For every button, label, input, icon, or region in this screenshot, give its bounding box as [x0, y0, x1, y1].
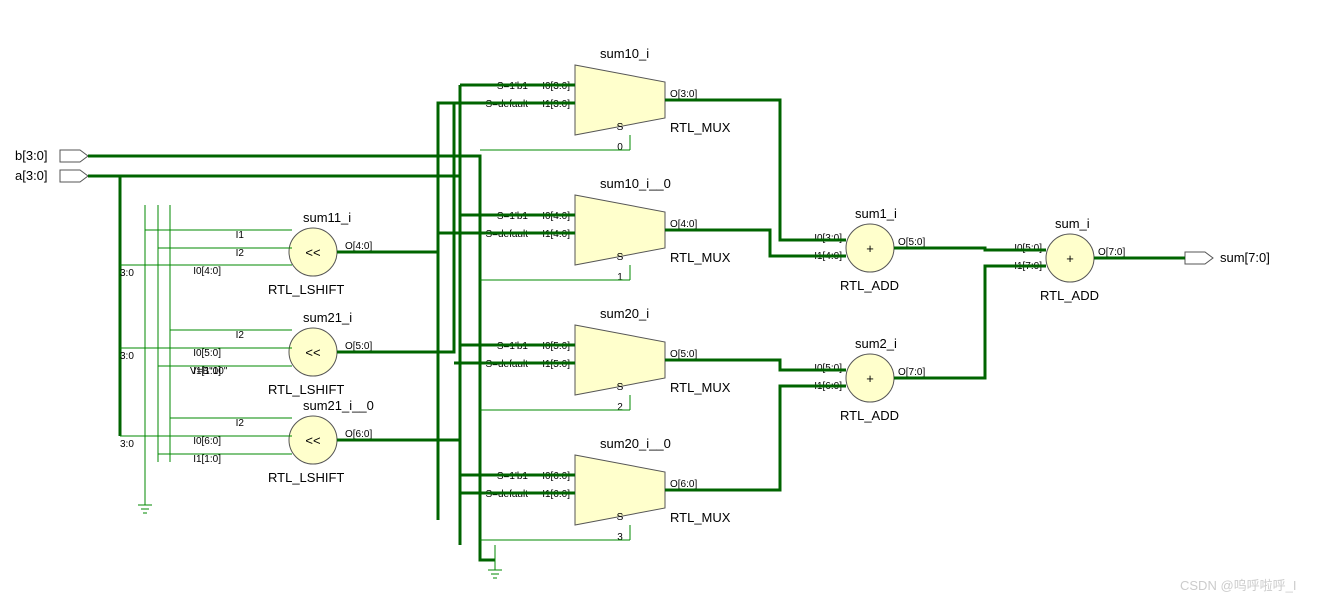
- svg-text:O[3:0]: O[3:0]: [670, 89, 697, 100]
- svg-text:2: 2: [617, 402, 623, 413]
- svg-text:O[5:0]: O[5:0]: [670, 349, 697, 360]
- svg-text:sum10_i__0: sum10_i__0: [600, 176, 671, 191]
- svg-text:I2: I2: [236, 418, 245, 429]
- svg-text:+: +: [866, 241, 874, 256]
- svg-text:I2: I2: [236, 248, 245, 259]
- svg-text:O[5:0]: O[5:0]: [898, 237, 925, 248]
- port-b: b[3:0]: [15, 148, 88, 163]
- svg-text:O[7:0]: O[7:0]: [1098, 247, 1125, 258]
- svg-text:3: 3: [617, 532, 623, 543]
- svg-text:sum21_i: sum21_i: [303, 310, 352, 325]
- svg-text:RTL_MUX: RTL_MUX: [670, 510, 731, 525]
- svg-text:+: +: [866, 371, 874, 386]
- bus-label-3: 3:0: [120, 439, 134, 450]
- wire-a: [88, 176, 120, 436]
- svg-text:<<: <<: [305, 433, 320, 448]
- svg-text:sum20_i__0: sum20_i__0: [600, 436, 671, 451]
- svg-text:RTL_MUX: RTL_MUX: [670, 120, 731, 135]
- bus-label-1: 3:0: [120, 268, 134, 279]
- svg-text:RTL_ADD: RTL_ADD: [840, 408, 899, 423]
- svg-text:RTL_ADD: RTL_ADD: [840, 278, 899, 293]
- svg-text:b[3:0]: b[3:0]: [15, 148, 48, 163]
- svg-text:<<: <<: [305, 245, 320, 260]
- svg-text:I2: I2: [236, 330, 245, 341]
- svg-text:RTL_LSHIFT: RTL_LSHIFT: [268, 382, 344, 397]
- bus-label-2: 3:0: [120, 351, 134, 362]
- svg-text:0: 0: [617, 142, 623, 153]
- svg-text:I0[5:0]: I0[5:0]: [193, 348, 221, 359]
- svg-text:sum11_i: sum11_i: [303, 210, 351, 225]
- svg-text:sum20_i: sum20_i: [600, 306, 649, 321]
- ground-1: [138, 205, 170, 513]
- svg-text:I1[1:0]: I1[1:0]: [193, 454, 221, 465]
- svg-text:S: S: [617, 252, 624, 263]
- svg-text:+: +: [1066, 251, 1074, 266]
- svg-text:sum1_i: sum1_i: [855, 206, 897, 221]
- svg-text:O[4:0]: O[4:0]: [670, 219, 697, 230]
- svg-text:O[6:0]: O[6:0]: [345, 429, 372, 440]
- svg-text:S: S: [617, 122, 624, 133]
- svg-text:RTL_MUX: RTL_MUX: [670, 380, 731, 395]
- svg-text:a[3:0]: a[3:0]: [15, 168, 48, 183]
- port-sum: sum[7:0]: [1185, 250, 1270, 265]
- svg-text:sum10_i: sum10_i: [600, 46, 649, 61]
- svg-text:RTL_ADD: RTL_ADD: [1040, 288, 1099, 303]
- svg-text:sum[7:0]: sum[7:0]: [1220, 250, 1270, 265]
- svg-text:O[5:0]: O[5:0]: [345, 341, 372, 352]
- svg-text:I0[4:0]: I0[4:0]: [193, 266, 221, 277]
- port-a: a[3:0]: [15, 168, 88, 183]
- svg-text:O[6:0]: O[6:0]: [670, 479, 697, 490]
- watermark: CSDN @呜呼啦呼_I: [1180, 578, 1297, 593]
- svg-text:I0[6:0]: I0[6:0]: [193, 436, 221, 447]
- svg-text:sum21_i__0: sum21_i__0: [303, 398, 374, 413]
- svg-text:RTL_LSHIFT: RTL_LSHIFT: [268, 470, 344, 485]
- svg-text:O[4:0]: O[4:0]: [345, 241, 372, 252]
- svg-text:RTL_LSHIFT: RTL_LSHIFT: [268, 282, 344, 297]
- svg-text:S: S: [617, 382, 624, 393]
- svg-text:V=B"10": V=B"10": [190, 366, 228, 377]
- svg-text:1: 1: [617, 272, 623, 283]
- svg-text:RTL_MUX: RTL_MUX: [670, 250, 731, 265]
- svg-text:sum2_i: sum2_i: [855, 336, 897, 351]
- svg-text:<<: <<: [305, 345, 320, 360]
- svg-text:sum_i: sum_i: [1055, 216, 1090, 231]
- svg-text:S: S: [617, 512, 624, 523]
- svg-text:O[7:0]: O[7:0]: [898, 367, 925, 378]
- svg-text:I1: I1: [236, 230, 245, 241]
